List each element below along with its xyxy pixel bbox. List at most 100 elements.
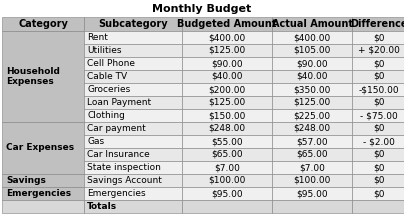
Text: $40.00: $40.00 xyxy=(211,72,243,81)
Bar xyxy=(84,148,182,161)
Bar xyxy=(84,44,182,57)
Bar xyxy=(182,200,272,213)
Text: $105.00: $105.00 xyxy=(293,46,331,55)
Text: $200.00: $200.00 xyxy=(208,85,246,94)
Text: $400.00: $400.00 xyxy=(293,33,330,42)
Bar xyxy=(352,122,404,135)
Bar xyxy=(84,96,182,109)
Bar xyxy=(2,200,84,213)
Bar xyxy=(182,31,272,44)
Text: Loan Payment: Loan Payment xyxy=(87,98,151,107)
Bar xyxy=(352,109,404,122)
Text: Groceries: Groceries xyxy=(87,85,130,94)
Bar xyxy=(84,161,182,174)
Bar xyxy=(182,70,272,83)
Bar xyxy=(2,174,84,187)
Bar xyxy=(182,122,272,135)
Bar xyxy=(352,135,404,148)
Bar xyxy=(182,161,272,174)
Text: $65.00: $65.00 xyxy=(211,150,243,159)
Text: Clothing: Clothing xyxy=(87,111,125,120)
Text: Actual Amount: Actual Amount xyxy=(271,19,353,29)
Text: Emergencies: Emergencies xyxy=(6,189,71,198)
Bar xyxy=(272,122,352,135)
Bar xyxy=(352,161,404,174)
Text: $65.00: $65.00 xyxy=(296,150,328,159)
Text: $0: $0 xyxy=(373,33,385,42)
Text: $90.00: $90.00 xyxy=(211,59,243,68)
Text: Car payment: Car payment xyxy=(87,124,146,133)
Text: Gas: Gas xyxy=(87,137,104,146)
Text: $248.00: $248.00 xyxy=(208,124,246,133)
Text: $248.00: $248.00 xyxy=(293,124,330,133)
Text: $0: $0 xyxy=(373,59,385,68)
Text: - $75.00: - $75.00 xyxy=(360,111,398,120)
Text: $57.00: $57.00 xyxy=(296,137,328,146)
Text: $0: $0 xyxy=(373,150,385,159)
Text: Subcategory: Subcategory xyxy=(98,19,168,29)
Bar xyxy=(272,70,352,83)
Text: Savings: Savings xyxy=(6,176,46,185)
Text: Utilities: Utilities xyxy=(87,46,122,55)
Bar xyxy=(352,17,404,31)
Bar xyxy=(272,83,352,96)
Text: + $20.00: + $20.00 xyxy=(358,46,400,55)
Text: Household
Expenses: Household Expenses xyxy=(6,67,60,86)
Bar xyxy=(352,31,404,44)
Text: $0: $0 xyxy=(373,189,385,198)
Bar xyxy=(352,148,404,161)
Bar xyxy=(352,70,404,83)
Text: Budgeted Amount: Budgeted Amount xyxy=(177,19,277,29)
Text: Monthly Budget: Monthly Budget xyxy=(152,4,252,14)
Text: Savings Account: Savings Account xyxy=(87,176,162,185)
Text: $150.00: $150.00 xyxy=(208,111,246,120)
Text: Cable TV: Cable TV xyxy=(87,72,127,81)
Text: $125.00: $125.00 xyxy=(293,98,330,107)
Bar xyxy=(182,44,272,57)
Bar xyxy=(352,187,404,200)
Bar xyxy=(2,187,84,200)
Bar xyxy=(272,96,352,109)
Bar xyxy=(182,135,272,148)
Bar xyxy=(352,200,404,213)
Text: $90.00: $90.00 xyxy=(296,59,328,68)
Bar xyxy=(182,83,272,96)
Bar xyxy=(182,96,272,109)
Bar xyxy=(272,161,352,174)
Bar xyxy=(84,57,182,70)
Text: $0: $0 xyxy=(373,176,385,185)
Text: $95.00: $95.00 xyxy=(211,189,243,198)
Bar xyxy=(272,17,352,31)
Bar xyxy=(352,57,404,70)
Bar xyxy=(272,44,352,57)
Bar xyxy=(84,122,182,135)
Text: $7.00: $7.00 xyxy=(299,163,325,172)
Bar xyxy=(84,135,182,148)
Bar xyxy=(272,148,352,161)
Bar xyxy=(352,96,404,109)
Text: $350.00: $350.00 xyxy=(293,85,331,94)
Text: $0: $0 xyxy=(373,124,385,133)
Bar xyxy=(272,57,352,70)
Text: Totals: Totals xyxy=(87,202,117,211)
Text: - $2.00: - $2.00 xyxy=(363,137,395,146)
Text: $0: $0 xyxy=(373,72,385,81)
Text: $7.00: $7.00 xyxy=(214,163,240,172)
Text: $125.00: $125.00 xyxy=(208,98,246,107)
Text: Cell Phone: Cell Phone xyxy=(87,59,135,68)
Bar xyxy=(2,31,84,122)
Bar xyxy=(84,200,182,213)
Text: Emergencies: Emergencies xyxy=(87,189,145,198)
Text: -$150.00: -$150.00 xyxy=(359,85,399,94)
Bar xyxy=(84,83,182,96)
Text: Car Insurance: Car Insurance xyxy=(87,150,150,159)
Bar xyxy=(352,174,404,187)
Bar xyxy=(272,135,352,148)
Text: $0: $0 xyxy=(373,98,385,107)
Bar xyxy=(182,57,272,70)
Bar xyxy=(182,109,272,122)
Text: Category: Category xyxy=(18,19,68,29)
Text: $100.00: $100.00 xyxy=(208,176,246,185)
Bar xyxy=(182,187,272,200)
Bar xyxy=(272,109,352,122)
